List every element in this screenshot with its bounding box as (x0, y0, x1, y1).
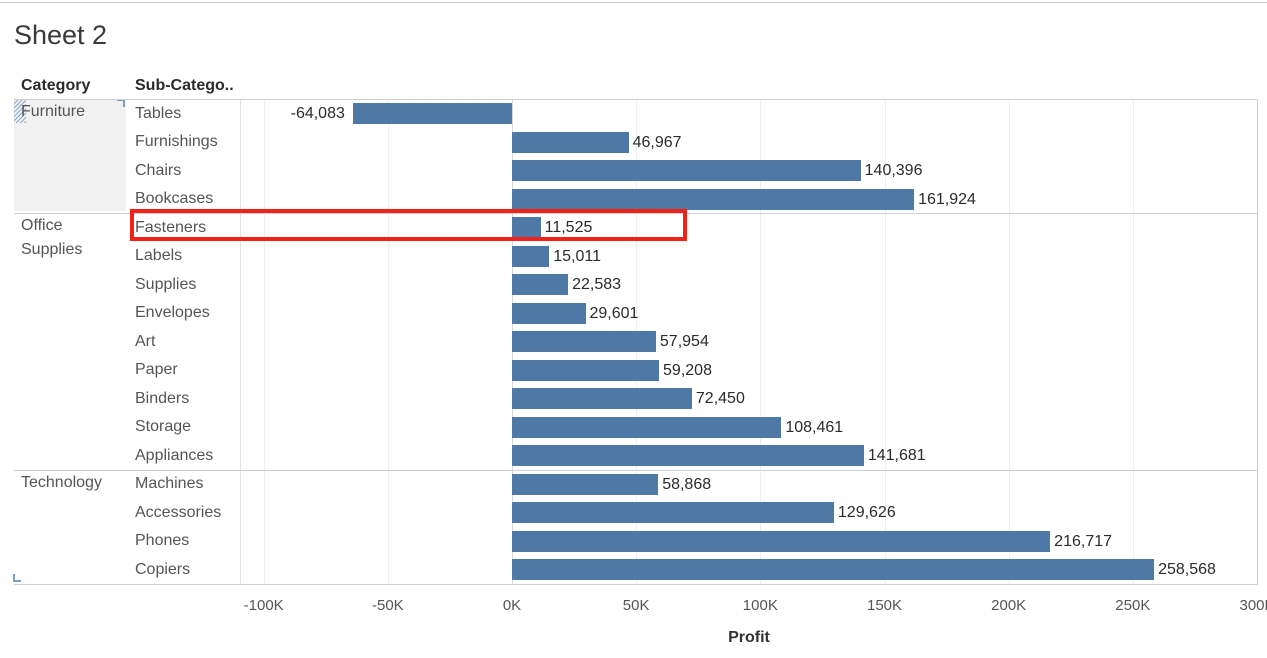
x-gridline (263, 99, 265, 584)
bar[interactable] (512, 359, 660, 381)
category-divider (14, 469, 1258, 471)
subcategory-label[interactable]: Bookcases (135, 190, 214, 207)
subcategory-label[interactable]: Binders (135, 389, 190, 407)
bar[interactable] (512, 131, 629, 153)
x-gridline (1132, 99, 1134, 584)
x-gridline (387, 99, 389, 584)
subcategory-label[interactable]: Appliances (135, 446, 214, 464)
x-axis-title: Profit (728, 629, 770, 646)
bar-value-label: 129,626 (837, 504, 896, 521)
fasteners-highlight-box (130, 209, 687, 241)
chart-bottom-border (14, 583, 1258, 585)
x-tick-label: 100K (742, 597, 778, 614)
bar[interactable] (512, 416, 782, 438)
bar-value-label: 258,568 (1158, 561, 1216, 578)
x-tick-label: -100K (243, 597, 284, 614)
x-tick-label: 250K (1115, 597, 1151, 614)
subcategory-label[interactable]: Chairs (135, 161, 182, 179)
bar-value-label: 22,583 (572, 276, 622, 293)
furniture-selection-background (14, 99, 126, 211)
bar-value-label: 57,954 (659, 333, 709, 350)
x-tick-label: 150K (866, 597, 903, 614)
subcategory-label[interactable]: Machines (135, 475, 204, 492)
chart-left-border (240, 99, 241, 584)
chart-right-border (1257, 99, 1258, 584)
bar[interactable] (512, 160, 861, 181)
subcategory-label[interactable]: Tables (135, 104, 182, 122)
bar[interactable] (512, 188, 915, 210)
bar-value-label: 11,525 (544, 219, 593, 236)
category-divider (14, 213, 1258, 214)
bar[interactable] (512, 388, 692, 409)
x-tick-label: 0K (502, 597, 522, 614)
category-label-furniture[interactable]: Furniture (21, 103, 86, 120)
subcategory-label[interactable]: Supplies (135, 275, 197, 293)
bar-value-label: 216,717 (1054, 532, 1113, 550)
x-tick-label: 300K (1239, 597, 1267, 614)
bar[interactable] (352, 103, 512, 124)
bar[interactable] (512, 502, 834, 523)
bar-value-label: 15,011 (553, 247, 602, 265)
bar[interactable] (512, 331, 656, 352)
subcategory-label[interactable]: Accessories (135, 503, 222, 521)
subcategory-label[interactable]: Furnishings (135, 133, 218, 150)
bar-value-label: 72,450 (695, 390, 745, 407)
category-label-office-supplies[interactable]: Office Supplies (21, 217, 83, 258)
selection-corner-top-right-icon (117, 99, 125, 107)
subcategory-label[interactable]: Fasteners (135, 218, 207, 236)
subcategory-label[interactable]: Art (135, 332, 156, 350)
subcategory-label[interactable]: Labels (135, 247, 183, 264)
bar-value-label: -64,083 (290, 105, 345, 122)
bar[interactable] (512, 473, 659, 495)
bar-value-label: 108,461 (785, 418, 844, 436)
x-gridline (1008, 99, 1010, 584)
x-tick-label: 200K (991, 597, 1027, 614)
bar[interactable] (512, 245, 550, 267)
category-divider (14, 99, 1258, 100)
bar[interactable] (512, 274, 569, 295)
bar-value-label: 58,868 (662, 475, 712, 493)
category-label-technology[interactable]: Technology (21, 474, 102, 491)
bar-value-label: 141,681 (867, 447, 926, 464)
subcategory-label[interactable]: Storage (135, 418, 192, 435)
bar-value-label: 59,208 (663, 361, 712, 379)
bar[interactable] (512, 445, 864, 466)
top-rule (0, 2, 1267, 3)
bar[interactable] (512, 302, 586, 324)
x-gridline (760, 99, 762, 584)
subcategory-column-header[interactable]: Sub-Catego.. (135, 77, 234, 94)
selection-corner-bottom-left-icon (13, 574, 21, 582)
subcategory-label[interactable]: Envelopes (135, 304, 210, 321)
bar-value-label: 29,601 (589, 304, 639, 322)
subcategory-label[interactable]: Copiers (135, 560, 191, 578)
x-tick-label: 50K (622, 597, 650, 614)
bar[interactable] (512, 217, 541, 238)
selection-corner-top-left-icon (14, 99, 26, 123)
bar-value-label: 140,396 (864, 162, 923, 179)
sheet-title: Sheet 2 (14, 20, 108, 50)
bar[interactable] (512, 559, 1155, 580)
category-column-header[interactable]: Category (21, 77, 91, 94)
bar-value-label: 46,967 (632, 133, 682, 151)
x-gridline (884, 99, 886, 584)
x-tick-label: -50K (371, 597, 404, 614)
bar-value-label: 161,924 (918, 190, 976, 208)
bar[interactable] (512, 530, 1051, 552)
subcategory-label[interactable]: Phones (135, 532, 190, 549)
subcategory-label[interactable]: Paper (135, 361, 178, 378)
